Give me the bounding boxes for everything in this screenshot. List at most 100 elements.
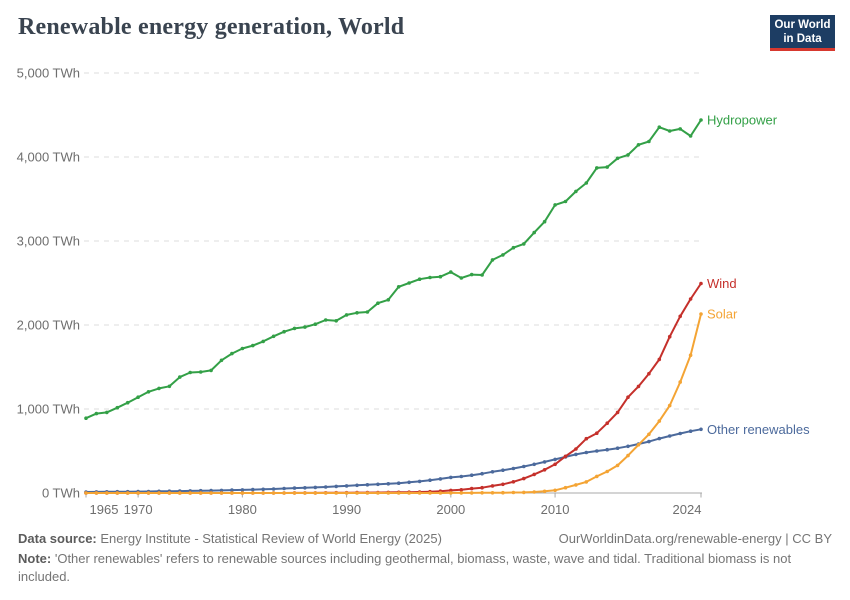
data-point-marker: [438, 491, 443, 495]
data-point-marker: [667, 403, 672, 408]
series-hydropower[interactable]: Hydropower: [84, 113, 778, 421]
data-point-marker: [490, 470, 495, 474]
data-point-marker: [219, 358, 224, 363]
data-point-marker: [459, 276, 464, 280]
data-point-marker: [584, 450, 589, 455]
data-point-marker: [699, 312, 703, 316]
data-point-marker: [511, 245, 516, 250]
series-label-solar[interactable]: Solar: [707, 306, 738, 321]
data-point-marker: [209, 491, 213, 495]
series-label-other-renewables[interactable]: Other renewables: [707, 422, 810, 437]
series-line-solar[interactable]: [85, 313, 702, 494]
data-point-marker: [574, 483, 578, 487]
data-point-marker: [584, 436, 589, 441]
data-point-marker: [178, 375, 182, 379]
data-point-marker: [417, 277, 422, 282]
data-point-marker: [188, 370, 192, 375]
data-point-marker: [240, 488, 245, 492]
data-point-marker: [376, 301, 380, 306]
data-point-marker: [636, 384, 641, 389]
y-tick-label: 2,000 TWh: [17, 318, 80, 333]
data-source-text: Energy Institute - Statistical Review of…: [100, 531, 442, 546]
data-point-marker: [261, 487, 266, 492]
data-point-marker: [136, 491, 140, 495]
data-point-marker: [522, 242, 526, 246]
data-point-marker: [647, 371, 651, 376]
data-point-marker: [313, 485, 318, 490]
series-solar[interactable]: Solar: [84, 306, 738, 495]
data-point-marker: [563, 199, 568, 204]
y-tick-label: 0 TWh: [42, 486, 80, 501]
data-point-marker: [136, 395, 140, 400]
data-point-marker: [188, 491, 192, 495]
series-label-hydropower[interactable]: Hydropower: [707, 113, 778, 128]
data-point-marker: [636, 143, 641, 147]
data-point-marker: [574, 447, 578, 451]
owid-url-link[interactable]: OurWorldinData.org/renewable-energy | CC…: [558, 531, 832, 546]
data-point-marker: [647, 139, 651, 144]
series-line-other-renewables[interactable]: [85, 428, 702, 493]
data-point-marker: [469, 473, 474, 478]
data-point-marker: [355, 491, 359, 495]
data-point-marker: [688, 134, 693, 138]
data-point-marker: [480, 491, 484, 495]
data-point-marker: [459, 488, 464, 492]
data-point-marker: [219, 488, 224, 493]
data-point-marker: [647, 439, 651, 444]
data-point-marker: [678, 314, 682, 319]
data-point-marker: [292, 326, 297, 331]
data-point-marker: [84, 416, 88, 421]
series-label-wind[interactable]: Wind: [707, 276, 737, 291]
data-point-marker: [501, 482, 505, 487]
data-point-marker: [626, 444, 630, 449]
data-point-marker: [657, 357, 662, 362]
data-point-marker: [574, 452, 578, 457]
y-tick-label: 4,000 TWh: [17, 150, 80, 165]
data-point-marker: [542, 489, 547, 494]
data-point-marker: [355, 483, 359, 488]
data-point-marker: [532, 472, 536, 477]
data-point-marker: [323, 318, 328, 322]
data-point-marker: [553, 488, 557, 493]
data-point-marker: [678, 380, 682, 384]
data-point-marker: [438, 274, 443, 279]
data-point-marker: [667, 129, 672, 133]
series-other-renewables[interactable]: Other renewables: [84, 422, 810, 494]
data-point-marker: [167, 491, 172, 495]
x-tick-label: 1990: [332, 502, 361, 517]
data-point-marker: [605, 447, 609, 452]
data-point-marker: [553, 457, 557, 462]
data-source-line: Data source: Energy Institute - Statisti…: [18, 531, 442, 546]
data-point-marker: [344, 484, 349, 488]
data-point-marker: [282, 329, 286, 334]
data-point-marker: [157, 491, 161, 495]
data-point-marker: [365, 310, 370, 314]
data-point-marker: [553, 462, 557, 467]
data-point-marker: [407, 281, 411, 285]
data-point-marker: [595, 166, 599, 170]
y-tick-label: 3,000 TWh: [17, 234, 80, 249]
note-line: Note: 'Other renewables' refers to renew…: [18, 550, 800, 586]
data-point-marker: [490, 491, 495, 495]
data-point-marker: [115, 491, 120, 495]
data-point-marker: [595, 431, 599, 436]
data-point-marker: [511, 466, 516, 471]
data-point-marker: [251, 343, 255, 348]
data-point-marker: [303, 325, 307, 329]
data-point-marker: [271, 491, 276, 495]
data-point-marker: [501, 253, 505, 257]
data-point-marker: [615, 446, 620, 451]
data-point-marker: [553, 203, 557, 207]
data-point-marker: [303, 486, 307, 490]
data-point-marker: [469, 486, 474, 491]
data-point-marker: [323, 491, 328, 495]
data-point-marker: [282, 486, 286, 491]
series-line-wind[interactable]: [85, 282, 702, 494]
data-point-marker: [532, 462, 536, 467]
series-wind[interactable]: Wind: [84, 276, 737, 495]
series-line-hydropower[interactable]: [85, 119, 702, 420]
data-point-marker: [511, 490, 516, 495]
data-point-marker: [396, 285, 401, 289]
note-text: 'Other renewables' refers to renewable s…: [18, 551, 792, 584]
data-point-marker: [667, 334, 672, 339]
